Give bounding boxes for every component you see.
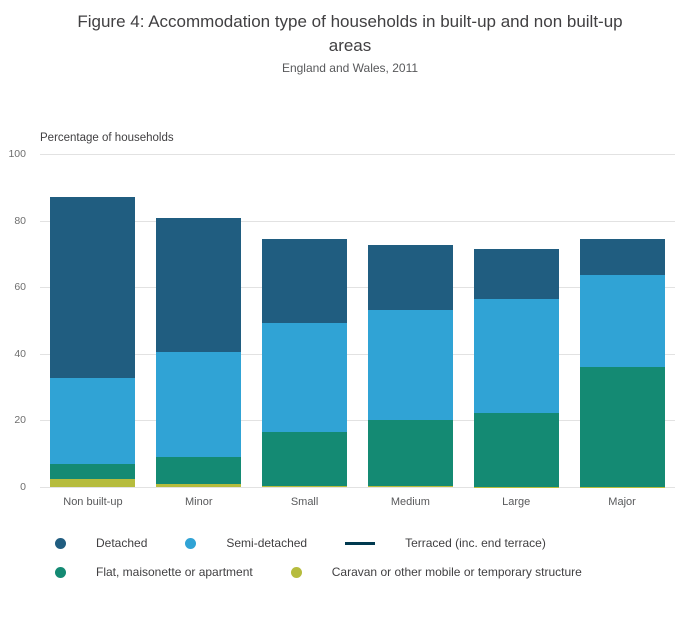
- chart-legend: Detached Semi-detached Terraced (inc. end …: [55, 536, 690, 594]
- legend-dot-marker: [55, 566, 66, 578]
- y-axis-tick-label-100: 100: [8, 148, 26, 160]
- bar-stack-medium: [367, 245, 453, 487]
- x-axis-label-large: Large: [502, 496, 531, 508]
- gridline-60: [40, 287, 675, 289]
- bar-segment-caravan-or-other-mobile-or-temporary-structure-small[interactable]: [262, 486, 348, 487]
- legend-item-caravan-or-other-mobile-or-temporary-structure[interactable]: Caravan or other mobile or temporary str…: [290, 565, 582, 579]
- bar-segment-flat-maisonette-or-apartment-small[interactable]: [262, 432, 348, 487]
- bar-segment-semi-detached-minor[interactable]: [156, 352, 242, 458]
- gridline-20: [40, 420, 675, 422]
- x-axis-labels: Non built-up Minor Small Medium Large Major: [40, 488, 675, 508]
- bar-segment-caravan-or-other-mobile-or-temporary-structure-minor[interactable]: [156, 483, 242, 487]
- chart-title: Figure 4: Accommodation type of househol…: [77, 12, 623, 55]
- bar-segment-detached-major[interactable]: [579, 238, 665, 276]
- bar-segment-detached-minor[interactable]: [156, 217, 242, 353]
- legend-label: Semi-detached: [226, 536, 308, 550]
- y-axis-tick-label-0: 0: [20, 481, 26, 493]
- bar-stack-minor: [156, 217, 242, 487]
- bar-segment-semi-detached-small[interactable]: [262, 323, 348, 433]
- legend-label: Detached: [96, 536, 148, 550]
- legend-item-flat-maisonette-or-apartment[interactable]: Flat, maisonette or apartment: [55, 565, 253, 579]
- y-axis-title: Percentage of households: [40, 132, 174, 144]
- legend-label: Caravan or other mobile or temporary str…: [331, 565, 582, 579]
- bar-segment-detached-small[interactable]: [262, 238, 348, 324]
- x-axis-label-small: Small: [290, 496, 319, 508]
- bar-column-medium: [357, 154, 463, 487]
- bar-stack-non-built-up: [50, 196, 136, 487]
- bar-column-large: [463, 154, 569, 487]
- bar-column-minor: [146, 154, 252, 487]
- bars-layer: [40, 154, 675, 487]
- bar-segment-caravan-or-other-mobile-or-temporary-structure-non-built-up[interactable]: [50, 479, 136, 487]
- bar-stack-small: [262, 238, 348, 487]
- bar-segment-detached-large[interactable]: [473, 248, 559, 299]
- bar-stack-large: [473, 248, 559, 487]
- y-axis-tick-label-80: 80: [14, 214, 26, 227]
- bar-segment-semi-detached-medium[interactable]: [367, 309, 453, 421]
- bar-segment-semi-detached-non-built-up[interactable]: [50, 377, 136, 465]
- bar-segment-flat-maisonette-or-apartment-minor[interactable]: [156, 457, 242, 484]
- gridline-0: [40, 487, 675, 488]
- legend-line-marker: [345, 541, 376, 545]
- bar-segment-flat-maisonette-or-apartment-non-built-up[interactable]: [50, 464, 136, 480]
- bar-column-major: [569, 154, 675, 487]
- y-axis-tick-label-20: 20: [14, 414, 26, 427]
- legend-item-semi-detached[interactable]: Semi-detached: [185, 536, 307, 550]
- bar-stack-major: [579, 238, 665, 487]
- legend-dot-marker: [55, 537, 66, 549]
- bar-segment-detached-non-built-up[interactable]: [50, 196, 136, 378]
- bar-column-small: [252, 154, 358, 487]
- gridline-100: [40, 154, 675, 155]
- bar-segment-semi-detached-major[interactable]: [579, 275, 665, 367]
- legend-label: Flat, maisonette or apartment: [96, 565, 253, 579]
- bar-segment-flat-maisonette-or-apartment-large[interactable]: [473, 412, 559, 487]
- legend-label: Terraced (inc. end terrace): [405, 536, 546, 550]
- x-axis-label-major: Major: [608, 496, 636, 508]
- plot-area: [40, 154, 675, 488]
- legend-item-terraced-inc-end-terrace[interactable]: Terraced (inc. end terrace): [345, 536, 546, 550]
- gridline-40: [40, 353, 675, 355]
- stacked-bar-chart: Percentage of households 0 20 40 60 80 100 No…: [0, 132, 700, 632]
- legend-item-detached[interactable]: Detached: [55, 536, 147, 550]
- legend-dot-marker: [290, 566, 302, 578]
- chart-subtitle: England and Wales, 2011: [281, 61, 419, 75]
- gridline-80: [40, 220, 675, 222]
- bar-segment-detached-medium[interactable]: [367, 245, 453, 310]
- bar-segment-flat-maisonette-or-apartment-medium[interactable]: [367, 420, 453, 487]
- legend-row-2: Flat, maisonette or apartment Caravan or …: [55, 565, 690, 579]
- y-axis-tick-label-40: 40: [14, 347, 26, 360]
- x-axis-label-non-built-up: Non built-up: [63, 496, 123, 508]
- legend-row-1: Detached Semi-detached Terraced (inc. end …: [55, 536, 690, 550]
- bar-segment-semi-detached-large[interactable]: [473, 298, 559, 413]
- bar-segment-flat-maisonette-or-apartment-major[interactable]: [579, 366, 665, 487]
- y-axis-tick-labels: 0 20 40 60 80 100: [0, 149, 33, 492]
- y-axis-tick-label-60: 60: [14, 281, 26, 294]
- bar-column-non-built-up: [40, 154, 146, 487]
- x-axis-label-medium: Medium: [390, 496, 430, 508]
- x-axis-label-minor: Minor: [184, 496, 213, 508]
- legend-dot-marker: [185, 537, 197, 549]
- bar-segment-caravan-or-other-mobile-or-temporary-structure-medium[interactable]: [367, 486, 453, 487]
